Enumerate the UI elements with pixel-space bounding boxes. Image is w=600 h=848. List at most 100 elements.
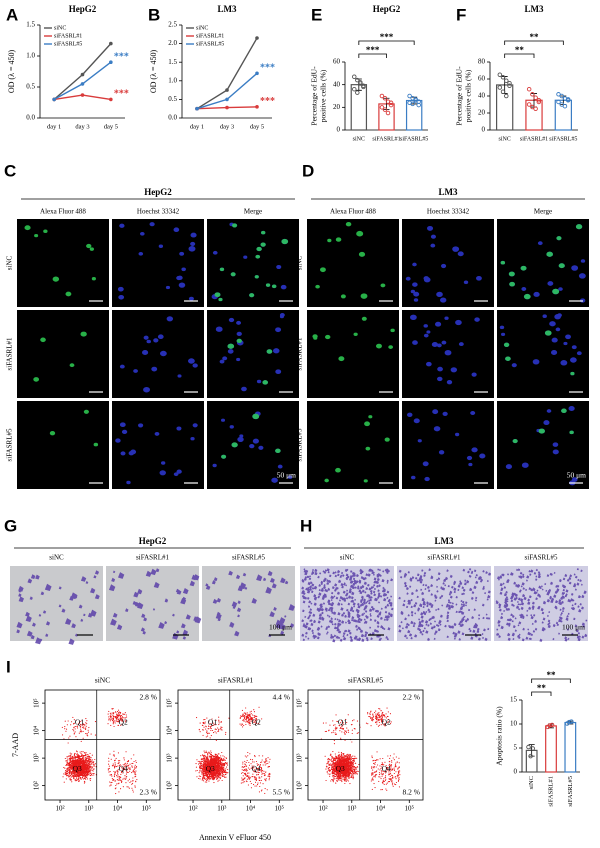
point [109, 60, 113, 64]
significance-bracket [504, 53, 535, 58]
nuclei [505, 406, 578, 486]
panel-letter: H [300, 516, 312, 535]
panel-letter: G [4, 516, 17, 535]
x-tick-label: 10² [55, 805, 64, 813]
x-tick-label: 10³ [347, 805, 356, 813]
gate [308, 690, 423, 800]
quadrant-percent: 5.5 % [273, 788, 291, 797]
data-point [530, 92, 535, 97]
image [207, 401, 299, 489]
stained-cells [495, 568, 588, 642]
y-tick-label: 10³ [296, 754, 304, 763]
data-point [556, 99, 561, 105]
y-tick-label: 0 [514, 768, 518, 776]
y-tick-label: 10⁵ [296, 698, 304, 708]
column-label: Hoechst 33342 [137, 208, 180, 216]
point [80, 93, 85, 97]
data-point [382, 96, 388, 101]
data-point [562, 103, 568, 109]
point [255, 36, 259, 40]
column-label: siFASRL#5 [525, 554, 558, 562]
image [17, 219, 109, 307]
point [195, 106, 199, 111]
image-background [397, 566, 491, 641]
data-point [500, 89, 506, 94]
annotation: *** [114, 89, 129, 100]
image-background [307, 310, 399, 398]
y-tick-label: 80 [478, 58, 486, 66]
row-label: siFASRL#5 [296, 428, 304, 461]
row-label: siFASRL#1 [296, 337, 304, 370]
data-point [547, 723, 553, 728]
point [225, 88, 229, 92]
y-axis-label: 7-AAD [11, 733, 20, 757]
chart-title: HepG2 [373, 4, 401, 14]
image [106, 566, 202, 641]
x-tick-label: 10⁴ [246, 805, 256, 813]
annotation: *** [114, 51, 129, 62]
column-label: siFASRL#1 [136, 554, 169, 562]
y-axis-label: Percentage of EdU- [455, 66, 464, 126]
x-tick-label: day 1 [190, 123, 204, 130]
bar [564, 721, 577, 773]
x-tick-label: siNC [353, 136, 365, 142]
data-point [567, 719, 572, 725]
column-label: Alexa Fluor 488 [330, 208, 376, 216]
quadrant-label: Q1 [75, 718, 84, 727]
significance-label: *** [366, 45, 380, 55]
x-tick-label: 10³ [217, 805, 226, 813]
quadrant-percent: 2.3 % [140, 788, 158, 797]
x-tick-label: 10² [188, 805, 197, 813]
column-label: Merge [244, 208, 262, 216]
quadrant-percent: 8.2 % [403, 788, 421, 797]
data-point [569, 719, 574, 724]
data-point [352, 86, 357, 92]
quadrant-label: Q4 [252, 764, 261, 773]
point [80, 82, 85, 86]
row-label: siNC [296, 255, 304, 270]
image [402, 310, 494, 398]
panel-letter: I [6, 657, 11, 676]
legend-label: siNC [196, 25, 208, 31]
annotation: *** [260, 96, 275, 107]
image-background [207, 310, 299, 398]
y-axis-label: OD (λ = 450) [149, 50, 158, 94]
x-tick-label: day 5 [104, 123, 118, 130]
x-tick-label: 10⁴ [113, 805, 123, 813]
y-tick-label: 10 [510, 720, 518, 728]
panel-letter: B [148, 5, 160, 24]
data-point [355, 77, 360, 83]
event-cloud [195, 706, 271, 794]
image [17, 310, 109, 398]
significance-label: ** [530, 32, 540, 42]
data-point [533, 106, 538, 111]
axis [39, 25, 125, 119]
point [109, 97, 113, 102]
quadrant-percent: 2.8 % [140, 693, 158, 702]
nuclei [115, 422, 198, 485]
x-tick-label: siFASRL#1 [547, 776, 554, 807]
data-point [379, 105, 385, 110]
point [80, 72, 85, 77]
plot-title: siNC [95, 676, 110, 685]
y-tick-label: 10² [33, 781, 41, 790]
y-tick-label: 10⁵ [166, 698, 174, 708]
point [225, 97, 229, 102]
y-tick-label: 0.5 [26, 83, 35, 91]
image-background [307, 401, 399, 489]
y-tick-label: 2.0 [168, 39, 177, 47]
image [307, 310, 399, 398]
image-background [112, 401, 204, 489]
column-label: siFASRL#5 [232, 554, 265, 562]
y-tick-label: 10⁴ [166, 725, 174, 735]
data-point [504, 93, 509, 99]
image [497, 219, 589, 307]
scale-bar-label: 100 μm [562, 623, 585, 632]
x-tick-label: 10² [318, 805, 327, 813]
data-point [413, 98, 418, 103]
legend-label: siFASRL#5 [196, 41, 224, 47]
data-point [528, 753, 533, 759]
image-background [17, 219, 109, 307]
image-background [307, 219, 399, 307]
